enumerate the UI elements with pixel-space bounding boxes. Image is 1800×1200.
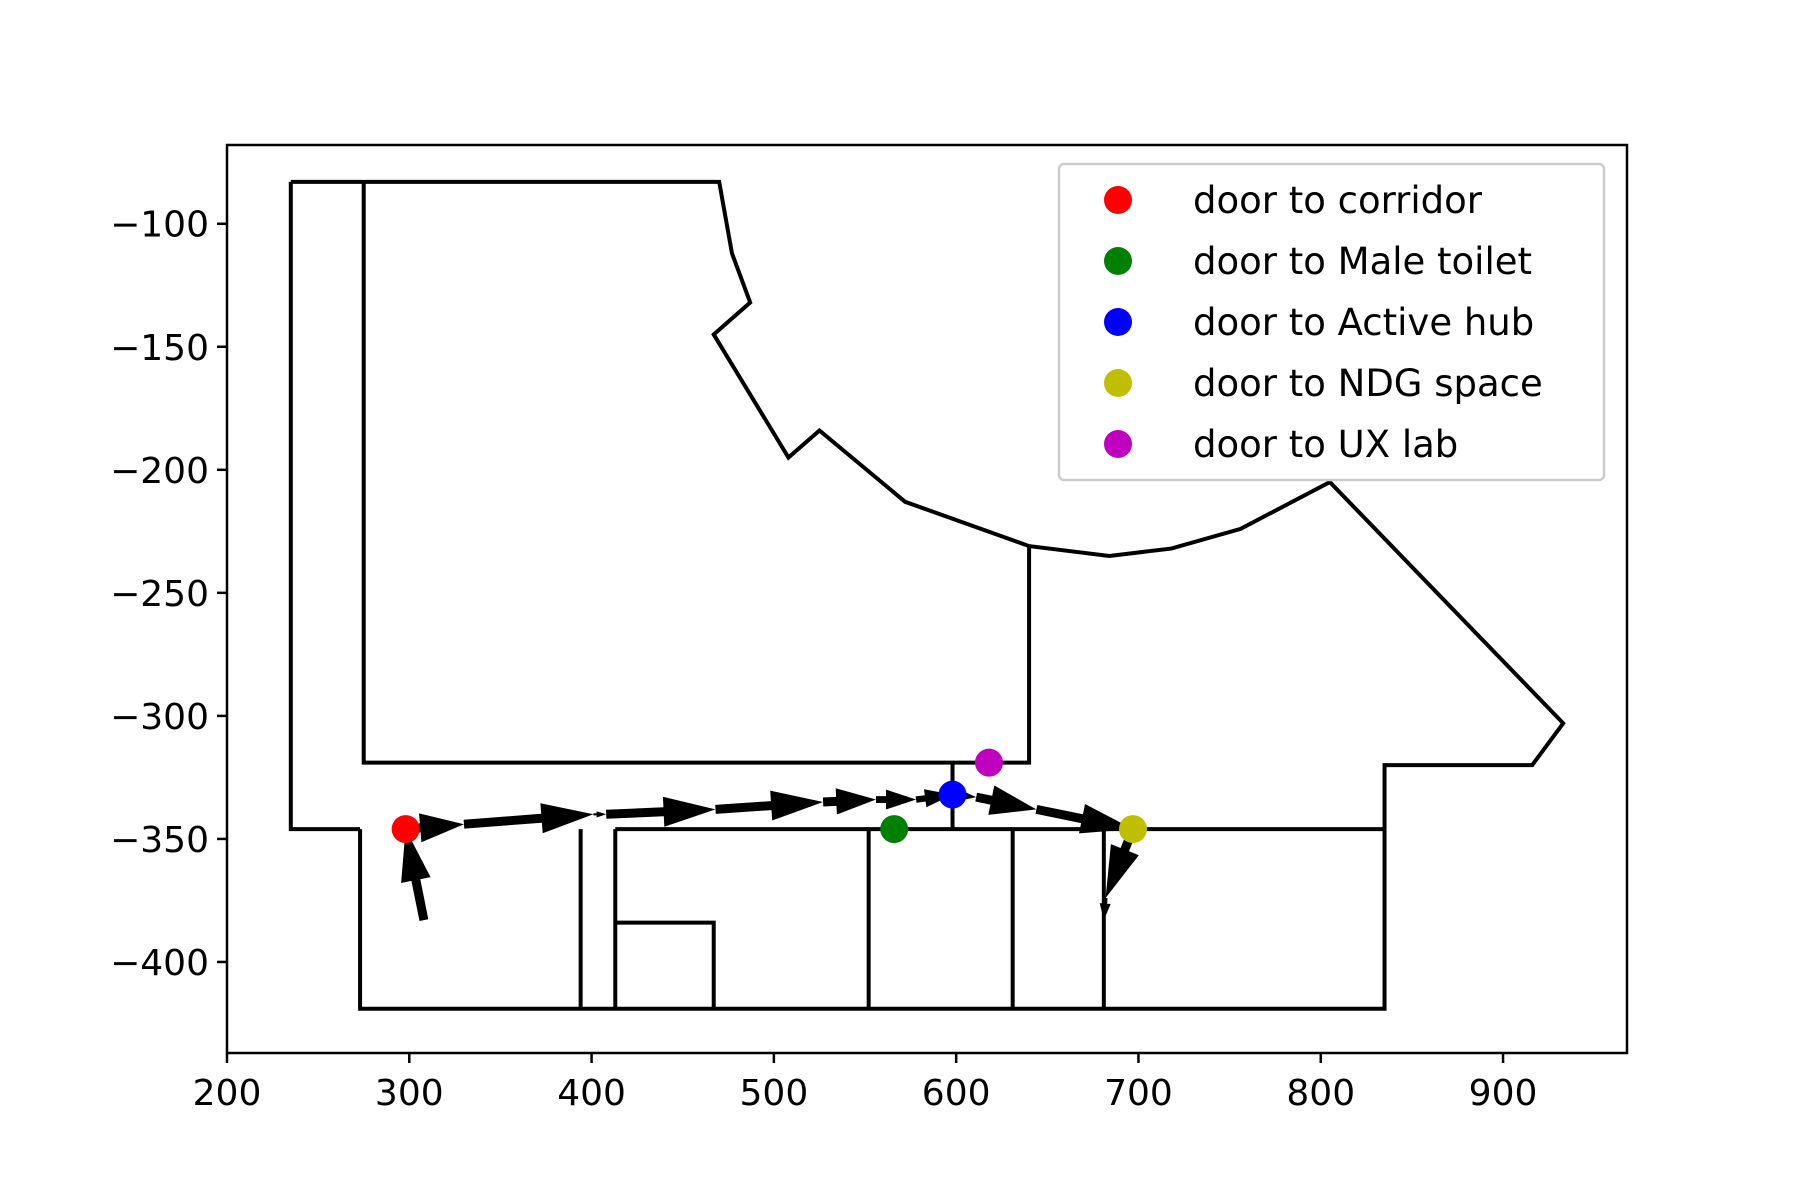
wall-segment (288, 181, 361, 832)
route-arrow (876, 789, 917, 810)
legend-label: door to Active hub (1193, 301, 1534, 344)
route-arrow (975, 785, 1037, 815)
floor-plan-walls (288, 179, 1566, 1011)
legend-marker (1104, 308, 1132, 336)
legend-marker (1104, 430, 1132, 458)
x-tick-label: 200 (193, 1073, 262, 1114)
legend-label: door to Male toilet (1193, 240, 1532, 283)
route-arrow (606, 796, 716, 827)
x-tick-label: 900 (1469, 1073, 1538, 1114)
route-arrow (463, 803, 594, 834)
door-marker (974, 748, 1003, 777)
route-arrow (1105, 827, 1139, 898)
route-arrow (593, 811, 607, 818)
y-tick-label: −350 (110, 820, 209, 861)
route-arrow (715, 790, 824, 821)
legend-marker (1104, 247, 1132, 275)
door-marker (880, 815, 909, 844)
y-tick-label: −150 (110, 328, 209, 369)
legend-box (1057, 162, 1606, 482)
wall-segment (615, 920, 716, 1009)
y-axis-ticks: −100 −150 −200 −250 −300 −350 −400 (110, 205, 227, 984)
legend-label: door to NDG space (1193, 362, 1543, 405)
x-tick-label: 800 (1286, 1073, 1355, 1114)
legend-label: door to UX lab (1193, 423, 1458, 466)
legend: door to corridor door to Male toilet door … (1057, 162, 1606, 482)
route-arrow (401, 829, 431, 921)
door-markers (391, 748, 1147, 844)
route-arrow (1099, 897, 1111, 921)
y-tick-label: −100 (110, 205, 209, 246)
legend-marker (1104, 369, 1132, 397)
door-marker (938, 780, 967, 809)
door-marker (391, 815, 420, 844)
route-arrow (1035, 804, 1133, 834)
legend-label: door to corridor (1193, 179, 1483, 222)
y-tick-label: −200 (110, 451, 209, 492)
door-marker (1118, 815, 1147, 844)
route-arrow (405, 813, 464, 843)
wall-segment (361, 181, 1032, 765)
x-tick-label: 300 (375, 1073, 444, 1114)
y-tick-label: −400 (110, 943, 209, 984)
y-tick-label: −250 (110, 574, 209, 615)
y-tick-label: −300 (110, 697, 209, 738)
route-arrow (822, 788, 876, 815)
legend-marker (1104, 186, 1132, 214)
x-tick-label: 700 (1104, 1073, 1173, 1114)
x-axis-ticks: 200 300 400 500 600 700 800 900 (193, 1053, 1538, 1114)
x-tick-label: 500 (740, 1073, 809, 1114)
x-tick-label: 600 (922, 1073, 991, 1114)
x-tick-label: 400 (557, 1073, 626, 1114)
axes-frame (225, 143, 1629, 1055)
wall-segment (358, 829, 1387, 1011)
